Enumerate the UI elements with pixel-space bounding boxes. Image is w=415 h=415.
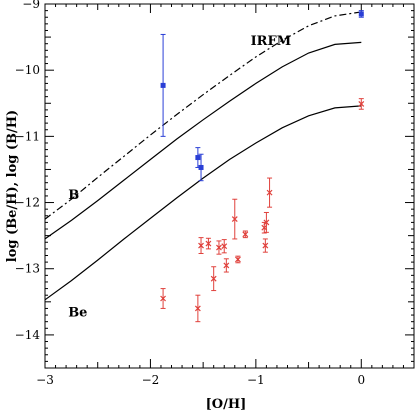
y-tick-label: −10 (15, 63, 40, 77)
y-tick-label: −11 (15, 129, 40, 143)
cross-marker (262, 242, 269, 249)
square-marker (195, 155, 201, 161)
beryllium-point (263, 211, 270, 233)
beryllium-point (266, 177, 273, 208)
beryllium-point (216, 240, 222, 255)
cross-marker (242, 231, 249, 238)
y-tick-label: −12 (15, 196, 40, 210)
beryllium-point (221, 239, 228, 254)
data-points (160, 10, 365, 323)
cross-marker (358, 101, 365, 107)
x-tick-label: −2 (142, 373, 160, 387)
cross-marker (160, 295, 167, 302)
model-curve-1 (44, 41, 362, 240)
boron-point (358, 10, 364, 18)
x-tick-label: −1 (247, 373, 265, 387)
boron-point (195, 147, 201, 168)
cross-marker (205, 240, 212, 247)
x-axis-label: [O/H] (206, 397, 247, 412)
model-curve-0 (44, 11, 362, 220)
annotations: IRFM B Be (68, 34, 291, 320)
beryllium-point (198, 237, 204, 255)
cross-marker (231, 216, 238, 223)
beryllium-point (223, 258, 230, 273)
axis-tick-labels: −3 −2 −1 0−14−13−12−11−10−9 (15, 0, 365, 387)
y-tick-label: −13 (15, 262, 40, 276)
square-marker (198, 164, 204, 170)
cross-marker (223, 262, 230, 269)
square-marker (358, 11, 364, 17)
x-tick-label: −3 (36, 373, 54, 387)
beryllium-point (358, 98, 365, 110)
plot-frame (44, 3, 415, 369)
annotation-b: B (68, 188, 79, 203)
cross-marker (221, 243, 228, 250)
square-marker (160, 82, 166, 88)
boron-point (198, 153, 204, 182)
y-tick-label: −14 (15, 328, 41, 342)
beryllium-point (235, 255, 241, 264)
boron-point (160, 33, 166, 137)
beryllium-point (205, 237, 212, 250)
model-curve-2 (44, 105, 362, 301)
cross-marker (235, 256, 241, 263)
annotation-irfm: IRFM (251, 34, 292, 49)
cross-marker (210, 275, 217, 282)
model-curves (44, 11, 362, 301)
cross-marker (198, 242, 204, 249)
beryllium-point (231, 198, 238, 240)
cross-marker (266, 189, 273, 196)
beryllium-point (210, 266, 217, 292)
cross-marker (216, 244, 222, 251)
y-tick-label: −9 (22, 0, 40, 11)
cross-marker (194, 305, 201, 312)
annotation-be: Be (68, 305, 87, 320)
x-tick-label: 0 (357, 373, 365, 387)
beryllium-point (262, 238, 269, 253)
cross-marker (263, 219, 270, 226)
beryllium-point (194, 294, 201, 323)
beryllium-point (242, 230, 249, 239)
beryllium-point (160, 288, 167, 309)
axis-ticks (44, 3, 415, 369)
y-axis-label: log (Be/H), log (B/H) (5, 110, 20, 262)
